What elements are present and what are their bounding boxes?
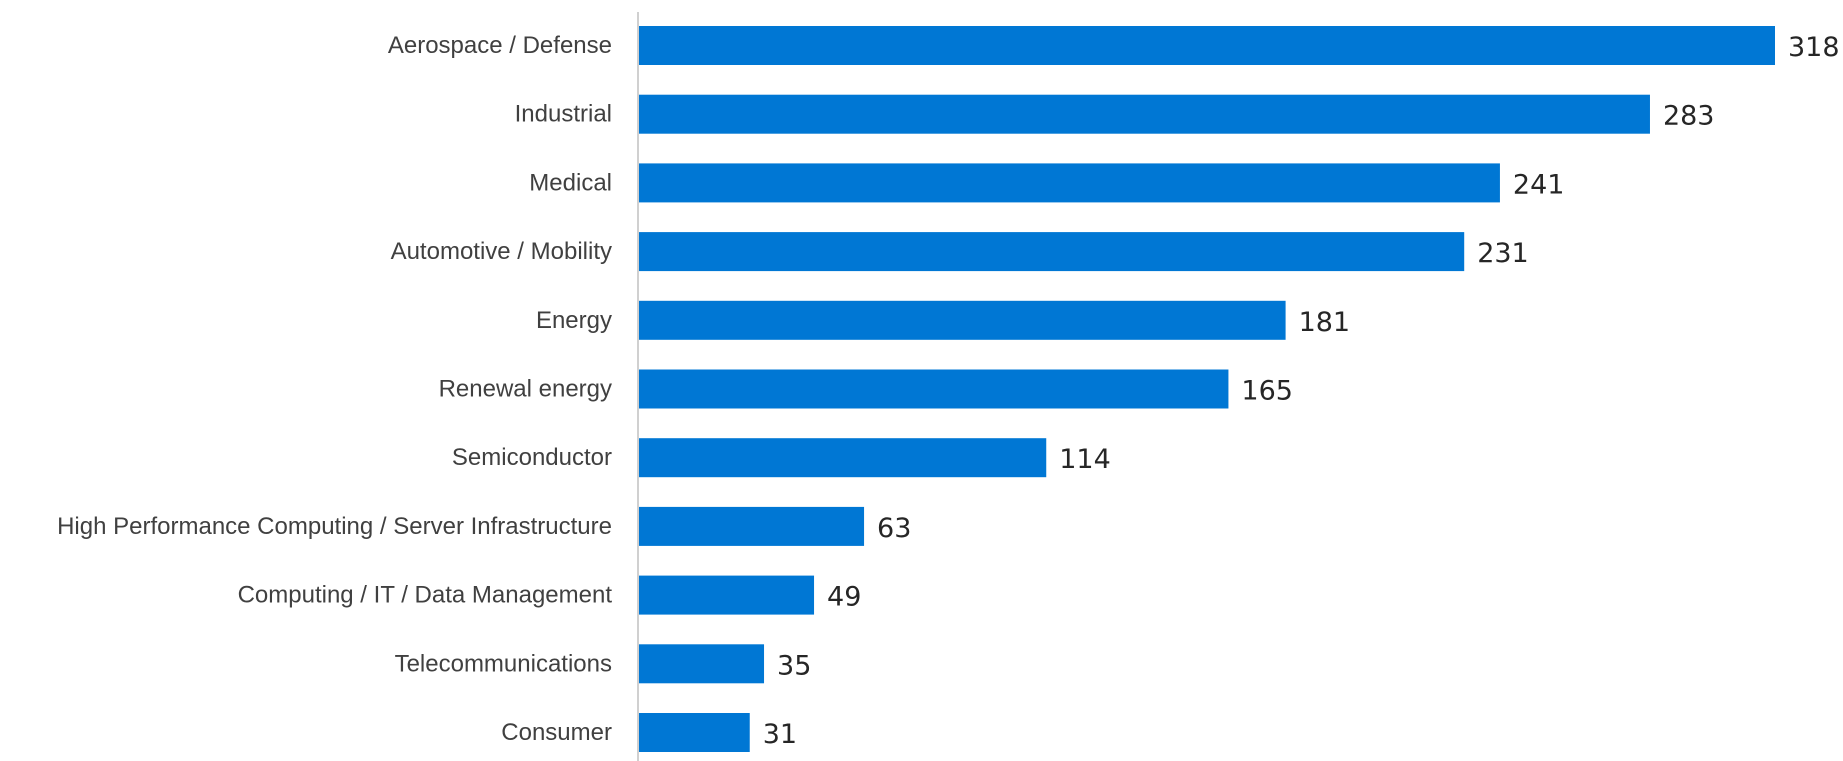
category-labels: Aerospace / Defense Industrial Medical Auto… <box>57 32 612 746</box>
value-label-consumer: 31 <box>763 719 797 750</box>
category-label-industrial: Industrial <box>515 101 612 128</box>
category-label-semiconductor: Semiconductor <box>452 444 612 471</box>
bars-group <box>639 26 1775 752</box>
value-label-medical: 241 <box>1513 169 1565 200</box>
value-label-computing-it-data-management: 49 <box>827 582 861 613</box>
category-label-energy: Energy <box>536 307 612 334</box>
bar-computing-it-data-management <box>639 575 815 615</box>
category-label-consumer: Consumer <box>501 719 612 746</box>
value-label-aerospace-defense: 318 <box>1788 32 1840 63</box>
value-label-semiconductor: 114 <box>1059 444 1111 475</box>
bar-telecommunications <box>639 644 765 684</box>
bar-energy <box>639 300 1286 340</box>
category-label-automotive-mobility: Automotive / Mobility <box>391 238 612 265</box>
category-label-renewal-energy: Renewal energy <box>439 376 612 403</box>
bar-aerospace-defense <box>639 26 1775 65</box>
value-labels: 318 283 241 231 181 165 114 63 49 35 31 <box>763 32 1840 750</box>
bar-consumer <box>639 713 750 752</box>
category-label-medical: Medical <box>529 169 612 196</box>
value-label-industrial: 283 <box>1663 101 1715 132</box>
category-label-high-performance-computing-server-infrastructure: High Performance Computing / Server Infr… <box>57 513 612 540</box>
bar-semiconductor <box>639 438 1047 478</box>
bar-industrial <box>639 94 1650 134</box>
bar-medical <box>639 163 1500 203</box>
bar-renewal-energy <box>639 369 1229 409</box>
value-label-high-performance-computing-server-infrastructure: 63 <box>877 513 911 544</box>
category-label-aerospace-defense: Aerospace / Defense <box>388 32 612 59</box>
value-label-renewal-energy: 165 <box>1241 376 1293 407</box>
category-label-telecommunications: Telecommunications <box>395 650 612 677</box>
bar-automotive-mobility <box>639 232 1465 272</box>
value-label-automotive-mobility: 231 <box>1477 238 1529 269</box>
bar-high-performance-computing-server-infrastructure <box>639 506 865 546</box>
value-label-telecommunications: 35 <box>777 650 811 681</box>
value-label-energy: 181 <box>1299 307 1351 338</box>
category-label-computing-it-data-management: Computing / IT / Data Management <box>238 582 613 609</box>
